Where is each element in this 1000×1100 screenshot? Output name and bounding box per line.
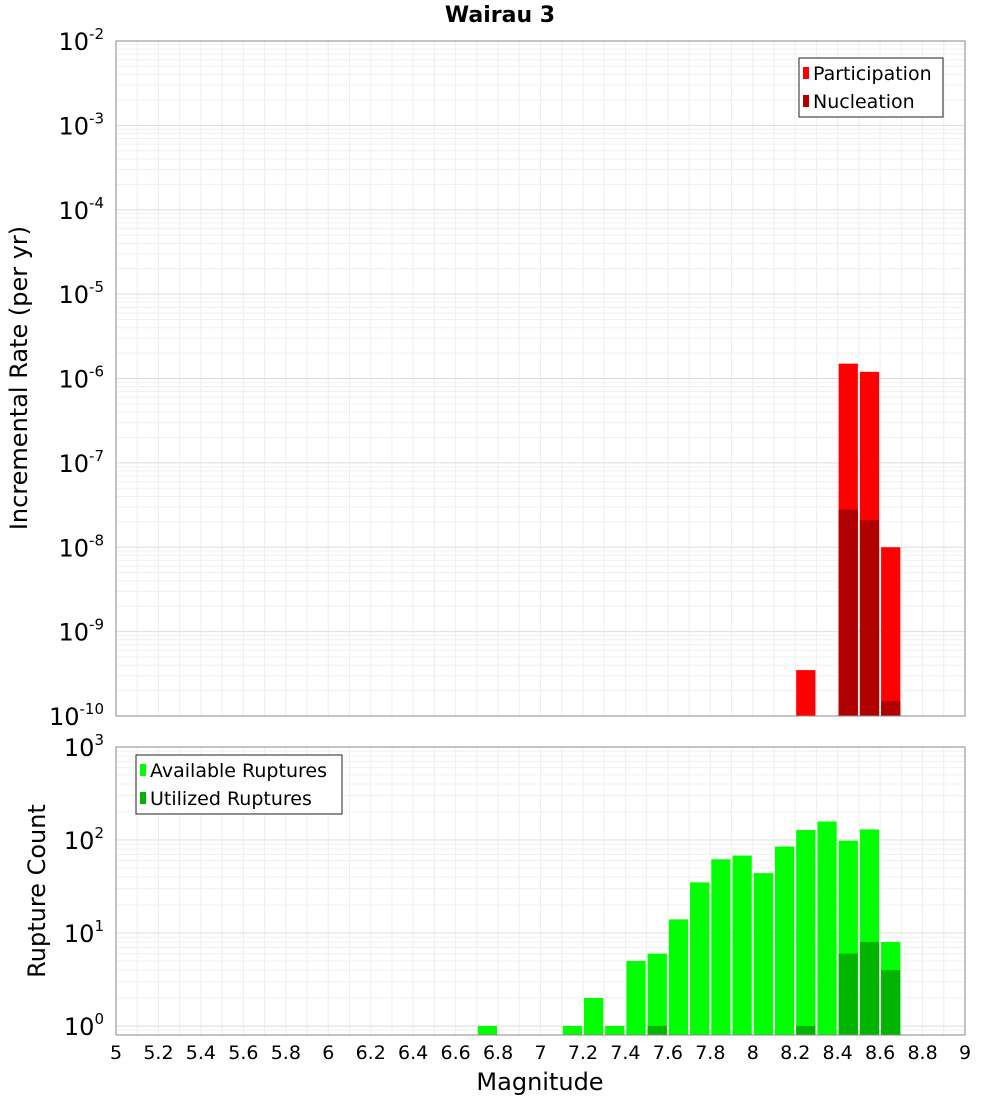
available-ruptures-bar — [477, 1025, 498, 1035]
available-ruptures-bar — [626, 960, 646, 1035]
utilized-ruptures-bar — [647, 1025, 667, 1035]
count-panel: 100 101 102 103 5 5.2 5.4 5.6 5.8 6 6.2 6.4 6.6 6.8 7… — [23, 731, 971, 1096]
participation-bar — [796, 670, 816, 716]
nucleation-bar — [838, 509, 858, 716]
rate-bars — [796, 363, 901, 716]
available-ruptures-bar — [647, 953, 667, 1035]
x-tick-label: 6 — [322, 1042, 334, 1064]
available-ruptures-bar — [732, 855, 752, 1035]
x-tick-label: 7.6 — [653, 1042, 683, 1064]
x-tick-label: 8 — [747, 1042, 759, 1064]
count-bars — [477, 821, 901, 1035]
count-legend: Available Ruptures Utilized Ruptures — [135, 754, 343, 815]
x-tick-label: 6.6 — [440, 1042, 470, 1064]
available-ruptures-bar — [690, 882, 710, 1035]
count-y-tick-label: 100 — [64, 1010, 104, 1041]
available-legend-swatch — [140, 764, 146, 776]
chart-title: Wairau 3 — [445, 3, 555, 28]
utilized-ruptures-bar — [838, 953, 858, 1035]
participation-legend-label: Participation — [813, 63, 932, 85]
x-tick-label: 8.4 — [823, 1042, 853, 1064]
x-tick-label: 5.6 — [228, 1042, 258, 1064]
utilized-legend-swatch — [140, 792, 146, 804]
nucleation-legend-swatch — [803, 95, 809, 107]
available-ruptures-bar — [711, 859, 731, 1035]
count-plot-frame — [115, 746, 966, 1036]
rate-y-tick-label: 10-8 — [58, 531, 104, 562]
rate-legend: Participation Nucleation — [798, 57, 944, 118]
x-tick-label: 8.8 — [907, 1042, 937, 1064]
rate-y-tick-label: 10-6 — [58, 363, 104, 394]
x-tick-label: 5.8 — [271, 1042, 301, 1064]
x-axis-label: Magnitude — [476, 1068, 603, 1096]
count-y-axis-label: Rupture Count — [23, 804, 51, 978]
x-tick-label: 6.4 — [398, 1042, 428, 1064]
x-tick-label: 6.2 — [356, 1042, 386, 1064]
participation-legend-swatch — [803, 67, 809, 79]
rate-y-axis-label: Incremental Rate (per yr) — [5, 226, 33, 530]
available-legend-label: Available Ruptures — [150, 760, 327, 782]
nucleation-bar — [881, 701, 901, 716]
utilized-ruptures-bar — [859, 942, 880, 1035]
available-ruptures-bar — [583, 997, 604, 1035]
x-tick-label: 7.8 — [695, 1042, 725, 1064]
available-ruptures-bar — [796, 830, 816, 1035]
rate-y-tick-label: 10-7 — [58, 447, 104, 478]
rate-y-tick-label: 10-4 — [58, 194, 104, 225]
x-tick-label: 9 — [959, 1042, 971, 1064]
nucleation-legend-label: Nucleation — [813, 91, 915, 113]
utilized-ruptures-bar — [881, 969, 901, 1035]
available-ruptures-bar — [817, 821, 837, 1035]
available-ruptures-bar — [753, 873, 773, 1035]
x-tick-label: 5.4 — [186, 1042, 216, 1064]
x-tick-label: 6.8 — [483, 1042, 513, 1064]
available-ruptures-bar — [605, 1025, 625, 1035]
x-tick-label: 5.2 — [143, 1042, 173, 1064]
x-tick-label: 7.4 — [610, 1042, 640, 1064]
count-y-tick-labels: 100 101 102 103 — [64, 731, 104, 1041]
participation-bar — [881, 547, 901, 716]
utilized-legend-label: Utilized Ruptures — [150, 788, 312, 810]
rate-legend-box — [798, 57, 944, 118]
available-ruptures-bar — [774, 846, 795, 1035]
rate-plot-frame — [115, 40, 966, 717]
x-tick-label: 7.2 — [568, 1042, 598, 1064]
count-y-tick-label: 101 — [64, 917, 104, 948]
count-legend-box — [135, 754, 343, 815]
rate-y-tick-label: 10-2 — [58, 25, 104, 56]
x-tick-label: 5 — [110, 1042, 122, 1064]
rate-y-tick-label: 10-3 — [58, 109, 104, 140]
count-y-tick-label: 102 — [64, 824, 104, 855]
x-tick-label: 8.6 — [865, 1042, 895, 1064]
count-y-tick-label: 103 — [64, 731, 104, 762]
rate-y-tick-labels: 10-10 10-9 10-8 10-7 10-6 10-5 10-4 10-3 10-2 — [49, 25, 104, 731]
rate-y-tick-label: 10-5 — [58, 278, 104, 309]
magnitude-x-tick-labels: 5 5.2 5.4 5.6 5.8 6 6.2 6.4 6.6 6.8 7 7.2 7.4 7.6 7.8 8… — [110, 1042, 971, 1064]
rate-y-tick-label: 10-9 — [58, 616, 104, 647]
rate-gridlines — [115, 40, 966, 717]
utilized-ruptures-bar — [796, 1025, 816, 1035]
rate-panel: 10-10 10-9 10-8 10-7 10-6 10-5 10-4 10-3 10-2 In… — [5, 25, 966, 731]
available-ruptures-bar — [562, 1025, 582, 1035]
rate-y-tick-label: 10-10 — [49, 700, 104, 731]
x-tick-label: 7 — [534, 1042, 546, 1064]
x-tick-label: 8.2 — [780, 1042, 810, 1064]
available-ruptures-bar — [668, 919, 689, 1035]
nucleation-bar — [859, 520, 880, 716]
